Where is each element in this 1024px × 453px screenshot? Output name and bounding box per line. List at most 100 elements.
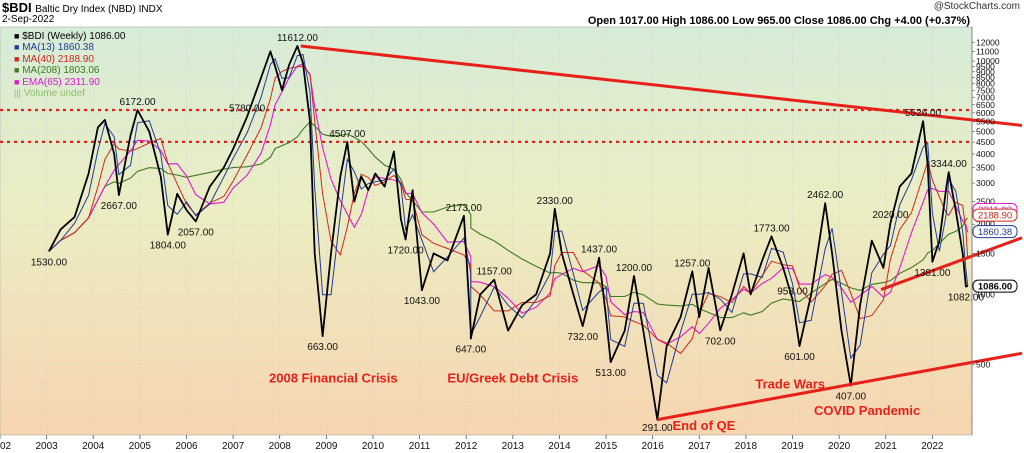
y-tick-label: 8500 bbox=[976, 73, 995, 83]
last-value-label: 1086.00 bbox=[978, 282, 1012, 293]
trendline bbox=[300, 44, 1023, 127]
x-tick-label: 2018 bbox=[735, 441, 758, 452]
x-tick-label: 2016 bbox=[642, 441, 665, 452]
x-tick-label: 2022 bbox=[921, 441, 944, 452]
x-tick-label: 2012 bbox=[455, 441, 478, 452]
data-label: 1257.00 bbox=[674, 258, 711, 269]
data-label: 1437.00 bbox=[581, 245, 618, 256]
x-tick-label: 2006 bbox=[175, 441, 198, 452]
x-tick-label: 2020 bbox=[828, 441, 851, 452]
y-tick-label: 12000 bbox=[976, 38, 1000, 48]
x-tick-label: 2005 bbox=[129, 441, 152, 452]
y-tick-label: 9500 bbox=[976, 61, 995, 71]
legend-label: MA(208) 1803.06 bbox=[19, 65, 100, 77]
legend-item: ■ MA(208) 1803.06 bbox=[14, 65, 125, 76]
legend-swatch: ■ bbox=[14, 53, 20, 64]
data-label: 513.00 bbox=[595, 368, 626, 379]
legend-item: ■ EMA(65) 2311.90 bbox=[14, 77, 125, 88]
y-tick-label: 2000 bbox=[976, 219, 995, 229]
y-tick-label: 8000 bbox=[976, 79, 995, 89]
data-label: 6172.00 bbox=[119, 97, 156, 108]
y-tick-label: 1500 bbox=[976, 248, 995, 258]
x-tick-label: 2003 bbox=[35, 441, 58, 452]
ema65-line bbox=[48, 63, 969, 345]
plot-background bbox=[0, 26, 973, 436]
y-tick-label: 6500 bbox=[976, 100, 995, 110]
trendline bbox=[880, 236, 1023, 291]
data-label: 2330.00 bbox=[537, 196, 574, 207]
x-tick-label: 2014 bbox=[548, 441, 571, 452]
x-tick-label: 2019 bbox=[781, 441, 804, 452]
annotation-label: End of QE bbox=[673, 418, 736, 433]
last-value-badge bbox=[972, 208, 1018, 222]
x-tick-label: 2011 bbox=[409, 441, 431, 452]
annotation-label: COVID Pandemic bbox=[814, 403, 920, 418]
y-tick-label: 10000 bbox=[976, 56, 1000, 66]
y-tick-label: 3500 bbox=[976, 163, 995, 173]
y-tick-label: 9000 bbox=[976, 67, 995, 77]
x-axis: 2002 2003 2004 2005 2006 2007 2008 2009 2010 2011… bbox=[0, 435, 944, 452]
trendlines bbox=[300, 44, 1023, 422]
y-tick-label: 1000 bbox=[976, 289, 995, 299]
legend-item: ■ MA(13) 1860.38 bbox=[14, 42, 125, 53]
last-value-label: 2188.90 bbox=[978, 211, 1012, 222]
y-tick-label: 11000 bbox=[976, 46, 999, 56]
ticker-symbol: $BDI bbox=[2, 0, 32, 15]
data-label: 647.00 bbox=[456, 345, 487, 356]
y-tick-label: 4500 bbox=[976, 137, 995, 147]
x-tick-label: 2002 bbox=[0, 441, 12, 452]
legend-label: Volume undef bbox=[21, 88, 85, 100]
y-tick-label: 4000 bbox=[976, 149, 995, 159]
legend-item: ■ $BDI (Weekly) 1086.00 bbox=[14, 31, 125, 42]
data-label: 11612.00 bbox=[277, 33, 318, 44]
y-tick-label: 6000 bbox=[976, 108, 995, 118]
data-label: 663.00 bbox=[307, 342, 338, 353]
annotation-label: EU/Greek Debt Crisis bbox=[447, 370, 578, 385]
annotation-label: Trade Wars bbox=[755, 377, 825, 392]
last-value-badge bbox=[972, 279, 1018, 293]
y-tick-label: 3000 bbox=[976, 178, 995, 188]
chart-date: 2-Sep-2022 bbox=[2, 14, 55, 25]
legend-item: ||| Volume undef bbox=[14, 88, 125, 99]
x-tick-label: 2004 bbox=[82, 441, 105, 452]
ma13-line bbox=[48, 54, 969, 384]
grid-lines bbox=[0, 27, 972, 435]
data-label: 5780.00 bbox=[229, 104, 266, 115]
legend-swatch: ||| bbox=[14, 88, 22, 99]
ohlc-readout: Open 1017.00 High 1086.00 Low 965.00 Clo… bbox=[587, 15, 970, 27]
chart-credit: @StockCharts.com bbox=[933, 1, 1020, 12]
data-label: 702.00 bbox=[705, 336, 736, 347]
data-label: 407.00 bbox=[835, 392, 866, 403]
index-name: Baltic Dry Index (NBD) INDX bbox=[35, 4, 163, 15]
x-tick-label: 2010 bbox=[362, 441, 385, 452]
y-tick-label: 5000 bbox=[976, 126, 995, 136]
data-label: 1530.00 bbox=[31, 257, 68, 268]
y-tick-label: 7500 bbox=[976, 85, 995, 95]
x-tick-label: 2013 bbox=[502, 441, 525, 452]
legend-item: ■ MA(40) 2188.90 bbox=[14, 54, 125, 65]
legend-swatch: ■ bbox=[14, 65, 20, 76]
x-tick-label: 2007 bbox=[222, 441, 245, 452]
data-label: 1720.00 bbox=[388, 246, 425, 257]
legend-label: MA(13) 1860.38 bbox=[19, 42, 94, 54]
data-label: 2057.00 bbox=[178, 227, 215, 238]
data-label: 1381.00 bbox=[914, 268, 951, 279]
ma208-line bbox=[48, 121, 969, 319]
price-line bbox=[48, 45, 968, 421]
data-label: 1804.00 bbox=[150, 241, 187, 252]
y-tick-label: 5500 bbox=[976, 117, 995, 127]
legend-swatch: ■ bbox=[14, 42, 20, 53]
y-tick-label: 500 bbox=[976, 360, 990, 370]
x-tick-label: 2021 bbox=[875, 441, 898, 452]
data-label: 5526.00 bbox=[905, 108, 942, 119]
legend-swatch: ■ bbox=[14, 76, 20, 87]
y-tick-label: 7000 bbox=[976, 92, 995, 102]
data-label: 2667.00 bbox=[101, 201, 138, 212]
last-value-label: 1860.38 bbox=[978, 227, 1012, 238]
legend-label: EMA(65) 2311.90 bbox=[19, 76, 100, 88]
data-label: 1773.00 bbox=[753, 223, 790, 234]
x-tick-label: 2015 bbox=[595, 441, 618, 452]
